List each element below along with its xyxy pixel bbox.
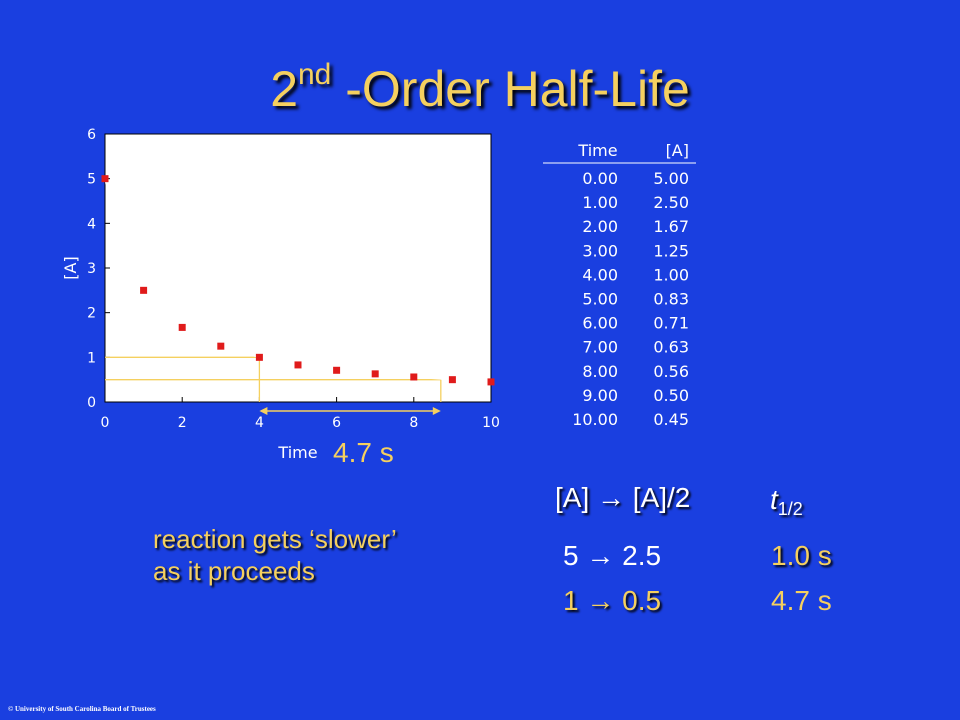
data-point	[101, 175, 109, 183]
data-point	[487, 378, 495, 386]
row2-change: 1 → 0.5	[563, 585, 662, 616]
x-tick-label: 10	[482, 415, 500, 431]
x-tick-label: 0	[101, 415, 110, 431]
table-cell-conc: 2.50	[653, 193, 689, 212]
y-tick-label: 2	[87, 306, 96, 322]
data-point	[178, 323, 186, 331]
data-point	[410, 373, 418, 381]
y-tick-label: 6	[87, 127, 96, 143]
y-tick-label: 3	[87, 261, 96, 277]
calc-header-half-life: t1/2	[770, 484, 803, 519]
table-cell-time: 9.00	[582, 386, 618, 405]
table-cell-conc: 0.63	[653, 338, 689, 357]
table-cell-conc: 0.45	[653, 410, 689, 429]
note-line-1: reaction gets ‘slower’	[153, 524, 397, 554]
data-point	[255, 353, 263, 361]
table-cell-time: 2.00	[582, 217, 618, 236]
table-header-conc: [A]	[666, 141, 689, 160]
data-point	[371, 370, 379, 378]
y-tick-label: 0	[87, 395, 96, 411]
table-cell-time: 6.00	[582, 314, 618, 333]
y-tick-label: 5	[87, 172, 96, 188]
row1-half-life: 1.0 s	[771, 540, 832, 571]
note-text: reaction gets ‘slower’ as it proceeds	[153, 523, 397, 587]
data-point	[294, 361, 302, 369]
data-point	[448, 376, 456, 384]
table-cell-conc: 0.83	[653, 290, 689, 309]
table-cell-conc: 0.71	[653, 314, 689, 333]
table-cell-time: 7.00	[582, 338, 618, 357]
x-tick-label: 8	[409, 415, 418, 431]
table-cell-conc: 1.67	[653, 217, 689, 236]
table-cell-time: 1.00	[582, 193, 618, 212]
row2-half-life: 4.7 s	[771, 585, 832, 616]
table-cell-conc: 0.50	[653, 386, 689, 405]
data-point	[333, 366, 341, 374]
data-point	[140, 286, 148, 294]
table-cell-time: 0.00	[582, 169, 618, 188]
table-cell-time: 8.00	[582, 362, 618, 381]
table-cell-time: 10.00	[572, 410, 618, 429]
data-point	[217, 342, 225, 350]
calc-header-change: [A] → [A]/2	[555, 482, 691, 513]
x-axis-label: Time	[277, 443, 317, 462]
copyright: © University of South Carolina Board of …	[8, 705, 156, 713]
row1-change: 5 → 2.5	[563, 540, 662, 571]
note-line-2: as it proceeds	[153, 556, 315, 586]
span-arrow-left-head	[259, 407, 268, 415]
table-cell-conc: 1.00	[653, 265, 689, 284]
span-arrow-right-head	[432, 407, 441, 415]
table-header-time: Time	[577, 141, 617, 160]
y-tick-label: 1	[87, 350, 96, 366]
x-tick-label: 6	[332, 415, 341, 431]
table-cell-time: 3.00	[582, 241, 618, 260]
table-cell-conc: 1.25	[653, 241, 689, 260]
y-axis-label: [A]	[61, 256, 80, 279]
table-cell-conc: 5.00	[653, 169, 689, 188]
slide-title: 2nd -Order Half-Life	[270, 58, 690, 117]
table-cell-conc: 0.56	[653, 362, 689, 381]
table-cell-time: 4.00	[582, 265, 618, 284]
time-value-label: 4.7 s	[333, 437, 394, 468]
y-tick-label: 4	[87, 216, 96, 232]
table-cell-time: 5.00	[582, 290, 618, 309]
x-tick-label: 4	[255, 415, 264, 431]
x-tick-label: 2	[178, 415, 187, 431]
